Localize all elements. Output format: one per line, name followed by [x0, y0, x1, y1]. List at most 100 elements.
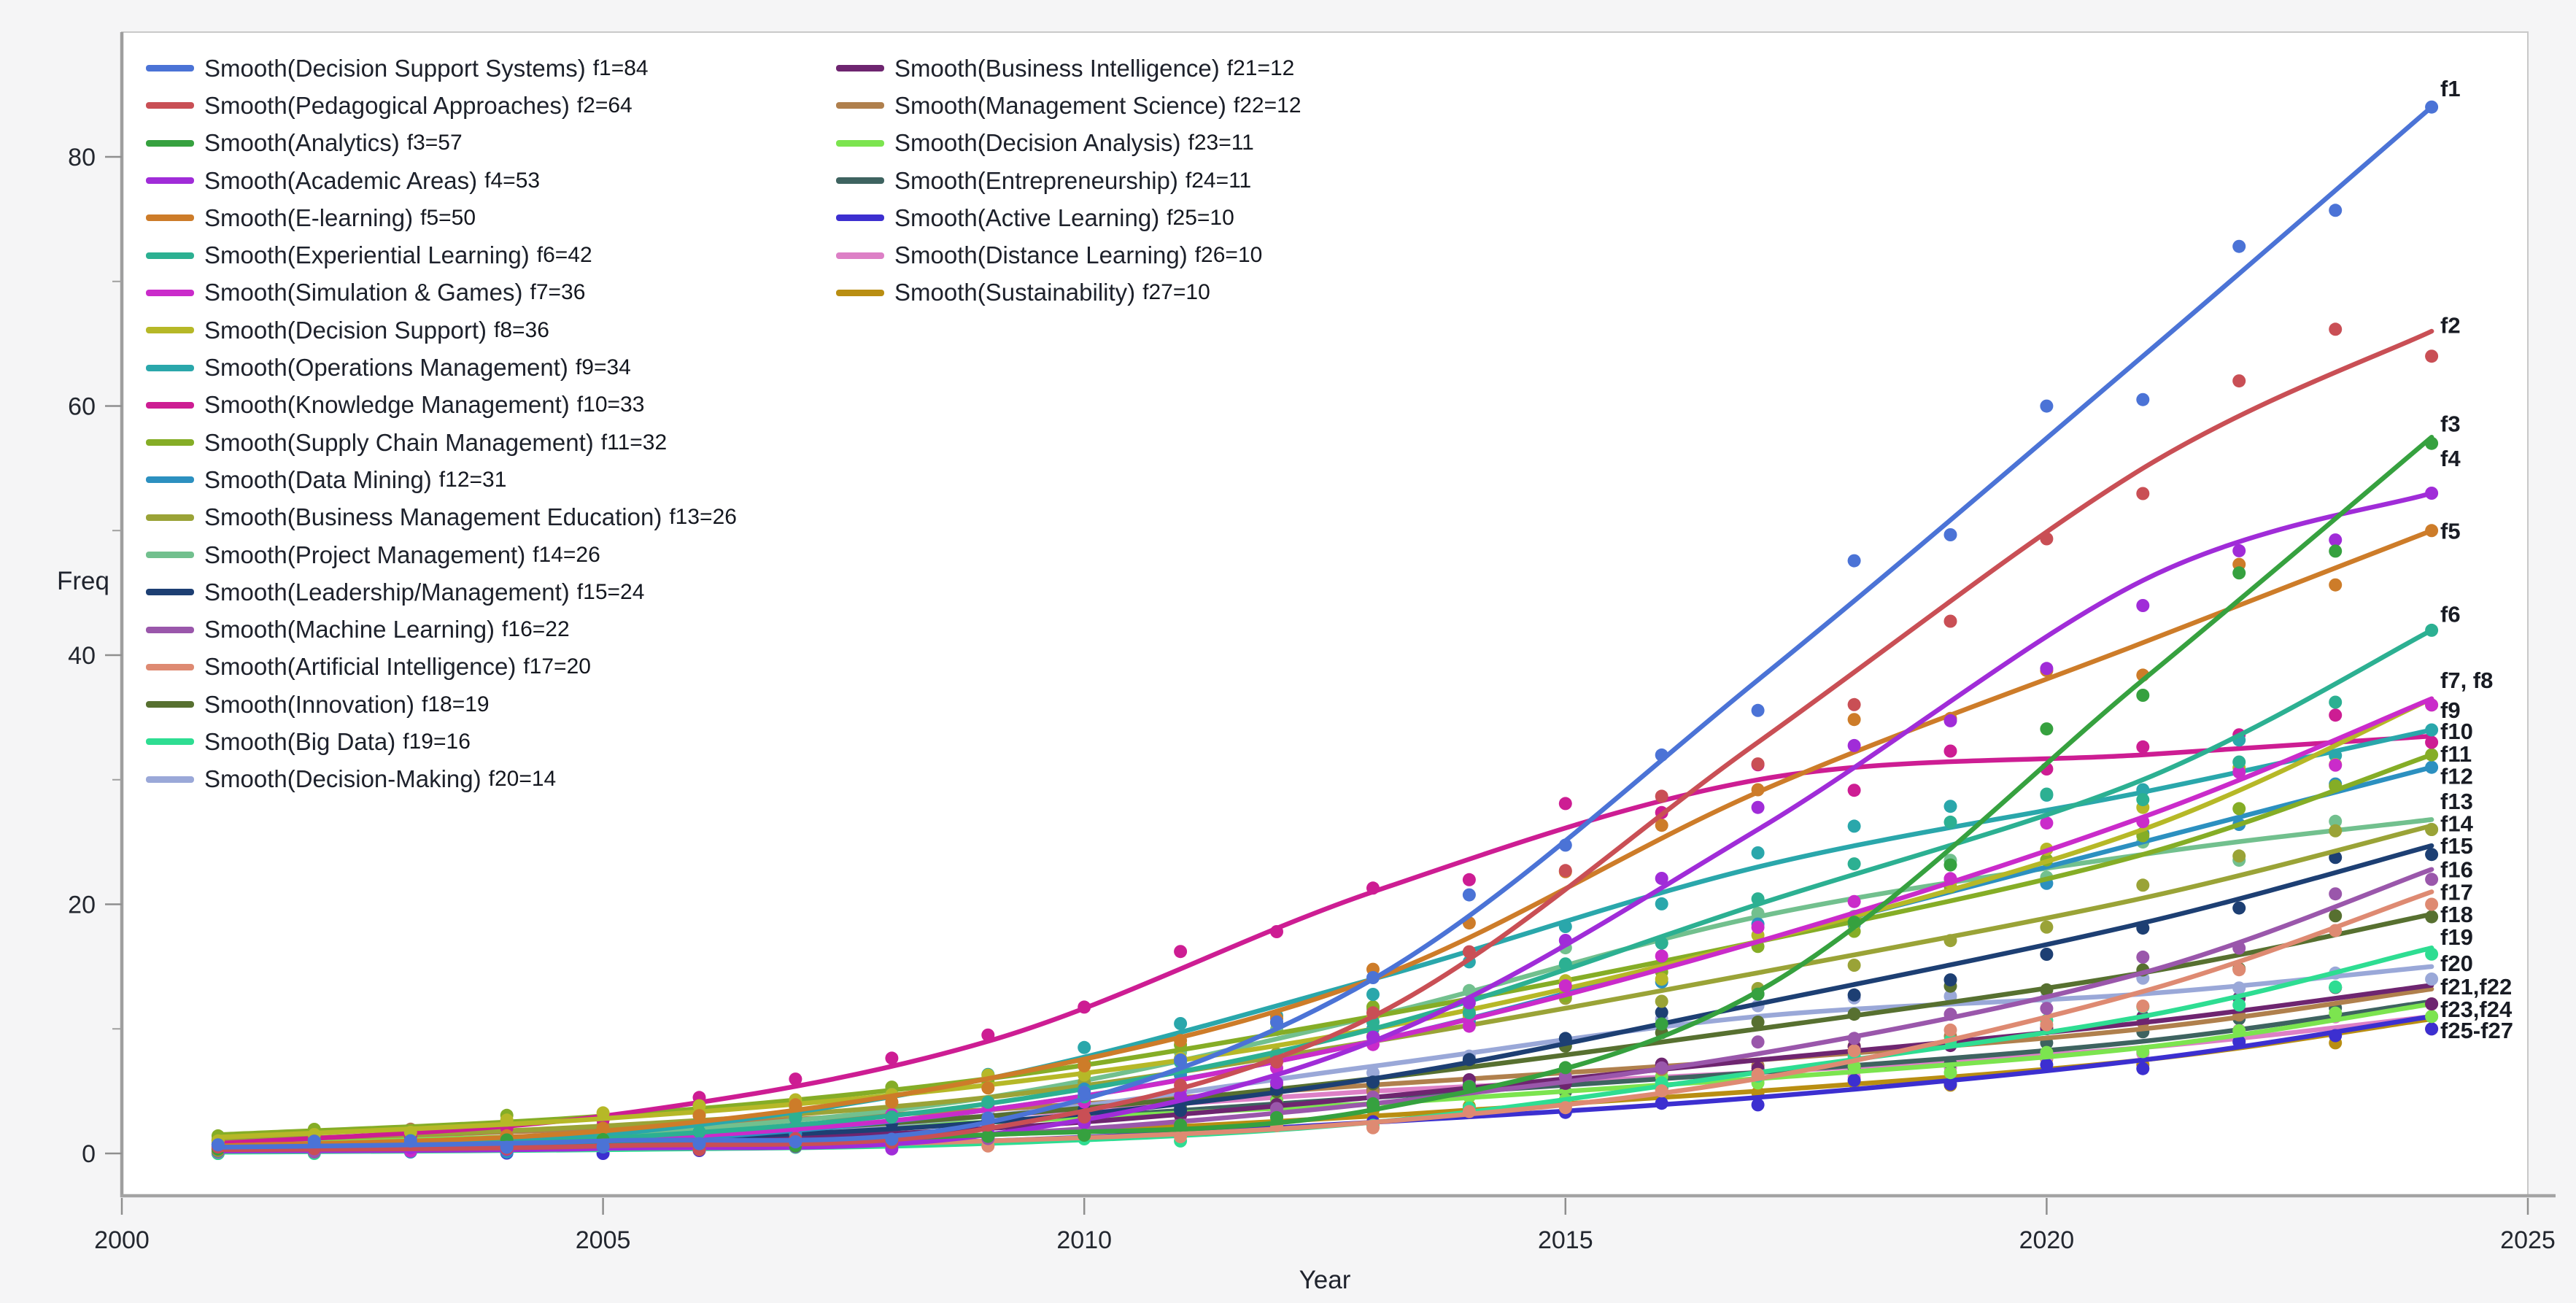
scatter-dot-f4: [1270, 1076, 1283, 1089]
scatter-dot-f17: [2040, 1018, 2054, 1032]
scatter-dot-f9: [1943, 800, 1957, 813]
scatter-dot-f3: [1366, 1097, 1380, 1110]
scatter-dot-f3: [1174, 1118, 1188, 1132]
curve-annotation: f3: [2440, 411, 2461, 436]
legend-fvalue: f25=10: [1167, 205, 1234, 230]
scatter-dot-f17: [2425, 897, 2439, 911]
scatter-dot-f13: [1943, 934, 1957, 948]
scatter-dot-f15: [2136, 921, 2150, 935]
scatter-dot-f3: [2425, 436, 2439, 450]
scatter-dot-f5: [981, 1081, 995, 1095]
legend-item-f13: Smooth(Business Management Education) f13…: [146, 499, 737, 536]
legend-label: Smooth(Decision Analysis): [894, 129, 1181, 157]
scatter-dot-f6: [2040, 787, 2054, 801]
legend-item-f18: Smooth(Innovation) f18=19: [146, 686, 737, 723]
legend-label: Smooth(Big Data): [204, 727, 396, 755]
scatter-dot-f23: [2232, 1024, 2246, 1037]
scatter-dot-f15: [2232, 901, 2246, 915]
legend-label: Smooth(Entrepreneurship): [894, 166, 1178, 194]
scatter-dot-f4: [2040, 662, 2054, 676]
legend-label: Smooth(Simulation & Games): [204, 279, 523, 306]
legend-item-f19: Smooth(Big Data) f19=16: [146, 723, 737, 760]
legend-item-f27: Smooth(Sustainability) f27=10: [836, 274, 1301, 312]
legend-item-f20: Smooth(Decision-Making) f20=14: [146, 761, 737, 798]
scatter-dot-f15: [2040, 948, 2054, 961]
scatter-dot-f7: [2425, 698, 2439, 712]
legend-label: Smooth(Academic Areas): [204, 166, 478, 194]
scatter-dot-f13: [2425, 823, 2439, 836]
legend-swatch-f5: [146, 214, 194, 222]
legend-item-f7: Smooth(Simulation & Games) f7=36: [146, 274, 737, 312]
scatter-dot-f1: [1366, 971, 1380, 984]
curve-annotation: f7, f8: [2440, 668, 2493, 693]
scatter-dot-f7: [2040, 816, 2054, 830]
scatter-dot-f3: [981, 1129, 995, 1143]
scatter-dot-f25: [2232, 1035, 2246, 1048]
scatter-dot-f1: [403, 1134, 417, 1148]
legend-swatch-f19: [146, 738, 194, 746]
legend-swatch-f6: [146, 252, 194, 259]
legend-fvalue: f12=31: [438, 467, 507, 492]
scatter-dot-f16: [1270, 1102, 1283, 1116]
scatter-dot-f10: [2425, 735, 2439, 749]
curve-annotation: f18: [2440, 902, 2473, 927]
scatter-dot-f10: [1270, 925, 1283, 938]
legend-swatch-f13: [146, 514, 194, 521]
scatter-dot-f10: [1366, 881, 1380, 895]
scatter-dot-f17: [2232, 963, 2246, 977]
legend-label: Smooth(Decision Support): [204, 316, 487, 344]
scatter-dot-f15: [1174, 1104, 1188, 1117]
legend-fvalue: f15=24: [576, 579, 645, 604]
scatter-dot-f10: [1078, 1000, 1091, 1014]
legend-label: Smooth(Operations Management): [204, 354, 568, 382]
scatter-dot-f1: [885, 1132, 899, 1146]
legend-fvalue: f18=19: [422, 692, 490, 716]
scatter-dot-f6: [1462, 1006, 1476, 1020]
scatter-dot-f23: [2425, 1010, 2439, 1024]
scatter-dot-f6: [885, 1110, 899, 1124]
x-tick-label: 2000: [94, 1226, 150, 1254]
scatter-dot-f2: [1558, 864, 1572, 878]
legend-item-f10: Smooth(Knowledge Management) f10=33: [146, 387, 737, 424]
legend-item-f2: Smooth(Pedagogical Approaches) f2=64: [146, 87, 737, 124]
scatter-dot-f6: [789, 1111, 802, 1125]
legend-fvalue: f17=20: [523, 654, 591, 679]
legend-swatch-f3: [146, 139, 194, 147]
legend-fvalue: f13=26: [669, 505, 737, 530]
scatter-dot-f6: [692, 1125, 706, 1139]
scatter-dot-f4: [1462, 996, 1476, 1010]
scatter-dot-f10: [1558, 797, 1572, 811]
scatter-dot-f5: [789, 1098, 802, 1112]
scatter-dot-f1: [1174, 1053, 1188, 1067]
legend-swatch-f21: [836, 65, 884, 72]
x-axis-title: Year: [1299, 1266, 1351, 1294]
legend-label: Smooth(Supply Chain Management): [204, 428, 594, 456]
scatter-dot-f1: [596, 1140, 610, 1153]
scatter-dot-f10: [2136, 740, 2150, 754]
scatter-dot-f2: [2136, 487, 2150, 500]
scatter-dot-f7: [1558, 979, 1572, 993]
curve-annotation: f17: [2440, 879, 2473, 905]
scatter-dot-f23: [2040, 1045, 2054, 1059]
legend-item-f9: Smooth(Operations Management) f9=34: [146, 349, 737, 386]
scatter-dot-f2: [1462, 945, 1476, 959]
scatter-dot-f15: [1847, 988, 1861, 1002]
scatter-dot-f9: [1366, 988, 1380, 1001]
legend-item-f25: Smooth(Active Learning) f25=10: [836, 199, 1301, 236]
legend-fvalue: f9=34: [575, 355, 631, 380]
scatter-dot-f25: [2136, 1062, 2150, 1075]
curve-annotation: f5: [2440, 518, 2461, 544]
legend-fvalue: f5=50: [420, 205, 476, 230]
scatter-dot-f6: [2425, 623, 2439, 637]
legend-swatch-f10: [146, 401, 194, 409]
y-tick-label: 0: [82, 1140, 96, 1168]
curve-annotation: f2: [2440, 313, 2461, 339]
y-tick-label: 80: [68, 144, 96, 171]
scatter-dot-f8: [596, 1106, 610, 1120]
legend-label: Smooth(Machine Learning): [204, 616, 495, 643]
scatter-dot-f25: [2425, 1022, 2439, 1036]
scatter-dot-f17: [1174, 1130, 1188, 1143]
legend-item-f23: Smooth(Decision Analysis) f23=11: [836, 125, 1301, 162]
scatter-dot-f2: [1270, 1055, 1283, 1069]
scatter-dot-f2: [1943, 614, 1957, 628]
